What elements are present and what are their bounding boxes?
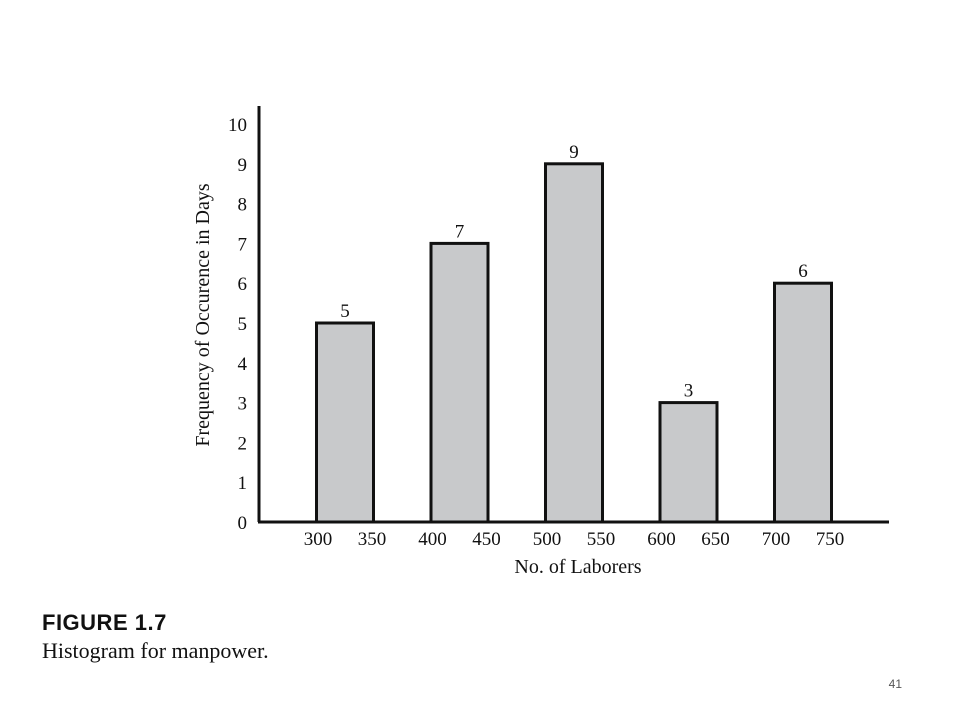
bar-value-label: 5 (340, 301, 350, 322)
y-tick-label: 5 (238, 314, 248, 335)
page-number: 41 (888, 677, 902, 691)
x-tick-label-high: 550 (587, 529, 616, 550)
x-axis-title: No. of Laborers (514, 556, 641, 578)
y-tick-label: 6 (238, 274, 248, 295)
y-tick-labels-group: 0 1 2 3 4 5 6 7 8 9 10 (228, 115, 248, 534)
x-tick-label-low: 300 (304, 529, 333, 550)
x-tick-label-low: 500 (533, 529, 562, 550)
bar-labels-group: 5 7 9 3 6 (340, 142, 808, 402)
bar (429, 241, 490, 524)
bar (544, 162, 604, 524)
y-tick-label: 4 (238, 354, 248, 375)
x-tick-label-low: 700 (762, 529, 791, 550)
y-tick-label: 7 (238, 234, 248, 255)
x-tick-label-low: 600 (647, 529, 676, 550)
bar (773, 281, 833, 524)
x-tick-labels-group: 300 350 400 450 500 550 600 650 700 750 (304, 529, 845, 550)
y-tick-label: 9 (238, 155, 248, 176)
y-tick-label: 0 (238, 513, 248, 534)
y-axis-title: Frequency of Occurence in Days (192, 183, 214, 446)
x-tick-label-high: 750 (816, 529, 845, 550)
bars-group (315, 162, 833, 524)
bar-value-label: 3 (684, 381, 694, 402)
y-tick-label: 1 (238, 473, 248, 494)
histogram-chart: 5 7 9 3 6 0 1 2 3 4 5 6 7 8 9 10 300 350 400 450 500 550 600… (192, 106, 889, 578)
bar-value-label: 7 (455, 221, 465, 242)
bar-value-label: 6 (798, 261, 808, 282)
bar (658, 401, 719, 524)
y-tick-label: 2 (238, 433, 248, 454)
y-tick-label: 8 (238, 195, 248, 216)
figure-number: FIGURE 1.7 (42, 610, 167, 635)
x-tick-label-high: 350 (358, 529, 387, 550)
x-tick-label-high: 450 (472, 529, 501, 550)
bar-value-label: 9 (569, 142, 579, 163)
y-tick-label: 3 (238, 394, 248, 415)
y-tick-label: 10 (228, 115, 247, 136)
bar (315, 321, 375, 524)
figure-caption: Histogram for manpower. (42, 638, 269, 663)
x-tick-label-high: 650 (701, 529, 730, 550)
x-tick-label-low: 400 (418, 529, 447, 550)
